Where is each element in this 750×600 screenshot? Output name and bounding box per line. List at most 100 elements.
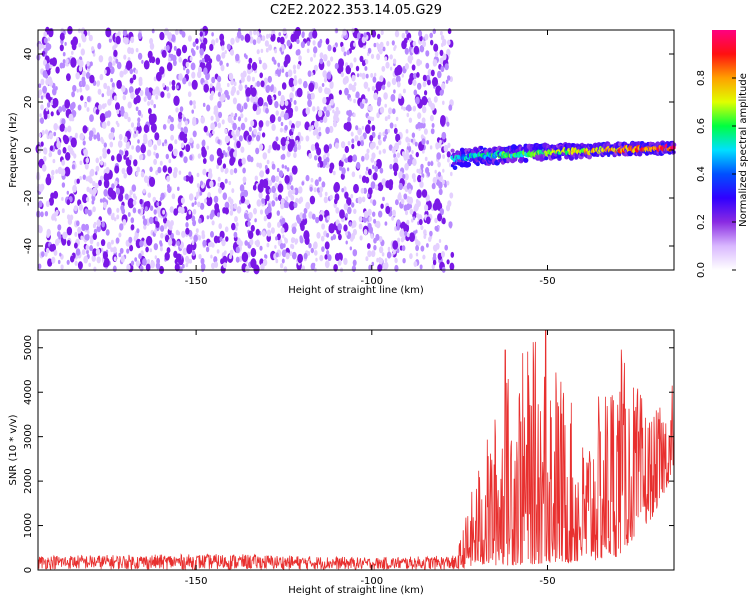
noise-blob <box>422 40 427 48</box>
noise-blob <box>173 208 179 216</box>
noise-blob <box>298 55 302 61</box>
noise-blob <box>271 185 277 194</box>
noise-blob <box>240 146 245 153</box>
noise-blob <box>119 247 124 254</box>
noise-blob <box>398 182 403 191</box>
noise-blob <box>261 230 266 237</box>
noise-blob <box>409 154 413 160</box>
noise-blob <box>379 75 384 83</box>
noise-blob <box>320 235 325 242</box>
noise-blob <box>107 207 112 215</box>
noise-blob <box>395 75 401 83</box>
noise-blob <box>263 77 268 85</box>
noise-blob <box>209 180 214 188</box>
noise-blob <box>203 83 209 93</box>
noise-blob <box>418 168 422 175</box>
noise-blob <box>314 179 319 187</box>
noise-blob <box>322 154 327 161</box>
noise-blob <box>109 141 114 148</box>
noise-blob <box>312 30 318 39</box>
noise-blob <box>241 251 249 263</box>
noise-blob <box>439 139 442 145</box>
noise-blob <box>440 115 446 125</box>
noise-blob <box>275 175 280 182</box>
noise-blob <box>381 178 387 186</box>
noise-blob <box>217 101 222 109</box>
noise-blob <box>294 105 299 112</box>
noise-blob <box>266 242 270 248</box>
noise-blob <box>244 240 248 246</box>
noise-blob <box>325 38 330 45</box>
noise-blob <box>157 166 162 174</box>
noise-blob <box>323 115 328 124</box>
noise-blob <box>286 167 290 172</box>
noise-blob <box>425 62 430 69</box>
noise-blob <box>296 87 303 98</box>
noise-blob <box>88 262 91 267</box>
noise-blob <box>193 234 198 243</box>
noise-blob <box>85 84 90 91</box>
noise-blob <box>370 157 375 163</box>
noise-blob <box>375 81 382 92</box>
noise-blob <box>293 78 298 86</box>
noise-blob <box>400 237 405 243</box>
noise-blob <box>310 144 316 151</box>
noise-blob <box>381 84 386 91</box>
noise-blob <box>218 187 222 194</box>
x-tick-label: -150 <box>185 276 208 287</box>
noise-blob <box>103 257 110 268</box>
noise-blob <box>49 145 54 151</box>
noise-blob <box>173 59 177 67</box>
noise-blob <box>127 101 132 109</box>
noise-blob <box>334 62 339 70</box>
noise-blob <box>384 103 388 108</box>
noise-blob <box>87 209 92 217</box>
y-tick-label: 1000 <box>23 513 34 538</box>
noise-blob <box>139 198 143 205</box>
noise-blob <box>298 121 302 126</box>
noise-blob <box>401 245 406 252</box>
noise-blob <box>53 123 58 131</box>
noise-blob <box>424 33 429 41</box>
noise-blob <box>127 116 131 123</box>
noise-blob <box>152 196 157 203</box>
noise-blob <box>192 219 197 227</box>
noise-blob <box>382 149 385 153</box>
noise-blob <box>103 142 108 148</box>
noise-blob <box>235 222 239 227</box>
noise-blob <box>445 79 449 84</box>
noise-blob <box>153 76 157 82</box>
noise-blob <box>297 253 303 264</box>
noise-blob <box>102 251 108 260</box>
noise-blob <box>146 235 152 246</box>
noise-blob <box>311 125 314 130</box>
noise-blob <box>191 202 195 207</box>
noise-blob <box>78 59 84 68</box>
noise-blob <box>260 48 264 54</box>
noise-blob <box>153 144 158 151</box>
noise-blob <box>224 128 228 134</box>
noise-blob <box>233 81 237 87</box>
noise-blob <box>132 193 136 199</box>
noise-blob <box>66 73 71 82</box>
noise-blob <box>111 155 115 162</box>
noise-blob <box>447 142 451 148</box>
noise-blob <box>89 61 93 67</box>
noise-blob <box>294 26 301 37</box>
noise-blob <box>93 221 97 227</box>
noise-blob <box>38 263 42 270</box>
noise-blob <box>380 30 384 36</box>
noise-blob <box>70 255 75 263</box>
noise-blob <box>361 36 366 44</box>
noise-blob <box>244 117 248 123</box>
noise-blob <box>75 72 80 80</box>
noise-blob <box>328 143 332 150</box>
noise-blob <box>235 226 238 231</box>
noise-blob <box>219 236 223 242</box>
noise-blob <box>314 155 318 161</box>
noise-blob <box>233 167 238 174</box>
noise-blob <box>168 57 171 62</box>
noise-blob <box>371 250 376 258</box>
noise-blob <box>404 163 409 171</box>
noise-blob <box>226 43 231 50</box>
